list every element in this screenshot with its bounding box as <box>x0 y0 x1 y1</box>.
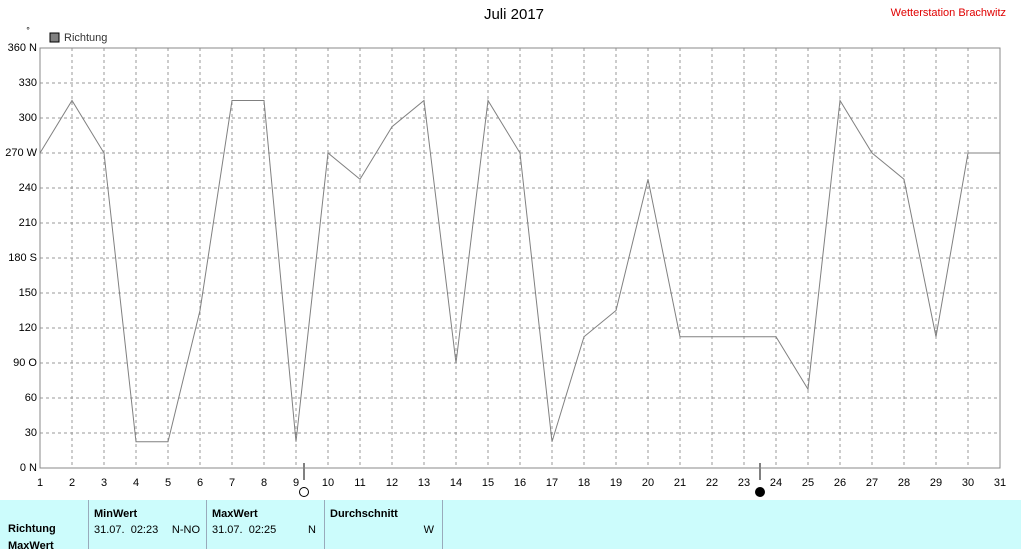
x-tick-label: 8 <box>261 477 267 489</box>
legend-swatch <box>49 32 60 43</box>
min-column: MinWert 31.07. 02:23 N-NO <box>89 500 207 549</box>
column-header: MinWert <box>94 508 138 520</box>
legend-label: Richtung <box>64 32 107 44</box>
row-label: MaxWert <box>8 540 54 549</box>
chart-title: Juli 2017 <box>484 6 544 23</box>
y-tick-label: 300 <box>19 112 37 124</box>
x-tick-label: 18 <box>578 477 590 489</box>
y-tick-label: 270 W <box>5 147 37 159</box>
x-tick-label: 12 <box>386 477 398 489</box>
x-tick-label: 23 <box>738 477 750 489</box>
x-tick-label: 19 <box>610 477 622 489</box>
series-line <box>39 98 1000 443</box>
x-tick-label: 6 <box>197 477 203 489</box>
avg-column: Durchschnitt W <box>325 500 443 549</box>
max-time: 31.07. 02:25 <box>212 524 277 536</box>
station-name: Wetterstation Brachwitz <box>891 7 1006 19</box>
x-tick-label: 30 <box>962 477 974 489</box>
x-tick-label: 1 <box>37 477 43 489</box>
column-header: MaxWert <box>212 508 258 520</box>
x-tick-label: 16 <box>514 477 526 489</box>
x-tick-label: 15 <box>482 477 494 489</box>
x-tick-label: 4 <box>133 477 139 489</box>
x-tick-label: 29 <box>930 477 942 489</box>
y-tick-label: 60 <box>25 392 37 404</box>
x-tick-label: 25 <box>802 477 814 489</box>
stats-table: Richtung MaxWert MinWert 31.07. 02:23 N-… <box>0 500 1021 549</box>
y-tick-label: 210 <box>19 217 37 229</box>
y-tick-label: 360 N <box>8 42 37 54</box>
full-moon-icon <box>299 487 309 497</box>
x-tick-label: 14 <box>450 477 462 489</box>
min-time: 31.07. 02:23 <box>94 524 159 536</box>
y-tick-label: 180 S <box>8 252 37 264</box>
x-tick-label: 17 <box>546 477 558 489</box>
x-tick-label: 11 <box>354 477 365 489</box>
x-tick-label: 22 <box>706 477 718 489</box>
y-tick-label: 240 <box>19 182 37 194</box>
x-tick-label: 27 <box>866 477 878 489</box>
column-header: Durchschnitt <box>330 508 398 520</box>
plot-frame <box>39 47 1001 469</box>
x-tick-label: 3 <box>101 477 107 489</box>
new-moon-icon <box>755 487 765 497</box>
avg-dir: W <box>423 524 434 536</box>
x-tick-label: 24 <box>770 477 782 489</box>
x-tick-label: 13 <box>418 477 430 489</box>
x-tick-label: 5 <box>165 477 171 489</box>
x-tick-label: 28 <box>898 477 910 489</box>
x-tick-label: 9 <box>293 477 299 489</box>
max-column: MaxWert 31.07. 02:25 N <box>207 500 325 549</box>
row-labels: Richtung MaxWert <box>0 500 89 549</box>
y-tick-label: 330 <box>19 77 37 89</box>
min-dir: N-NO <box>171 524 200 536</box>
y-tick-label: 30 <box>25 427 37 439</box>
y-tick-label: 150 <box>19 287 37 299</box>
x-tick-label: 20 <box>642 477 654 489</box>
x-tick-label: 21 <box>674 477 686 489</box>
chart: Juli 2017 Wetterstation Brachwitz ° Rich… <box>5 6 1006 497</box>
y-tick-label: 90 O <box>13 357 37 369</box>
y-unit: ° <box>26 25 30 35</box>
x-tick-label: 7 <box>229 477 235 489</box>
y-tick-label: 0 N <box>20 462 37 474</box>
x-tick-label: 31 <box>994 477 1006 489</box>
max-dir: N <box>308 524 316 536</box>
x-tick-label: 2 <box>69 477 75 489</box>
x-tick-label: 10 <box>322 477 334 489</box>
x-tick-label: 26 <box>834 477 846 489</box>
y-tick-label: 120 <box>19 322 37 334</box>
row-label: Richtung <box>8 523 56 535</box>
